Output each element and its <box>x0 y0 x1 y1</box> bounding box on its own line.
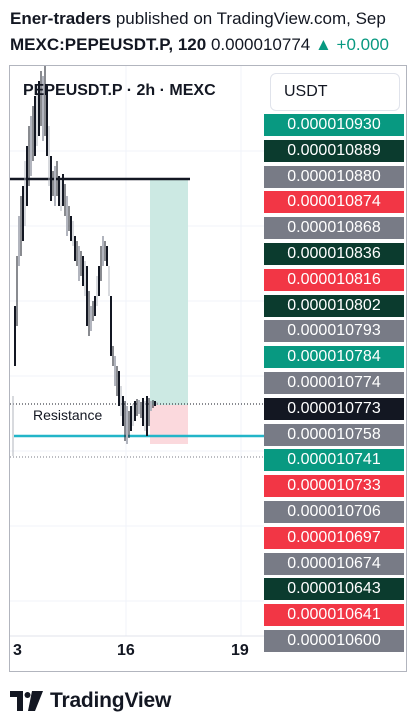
tradingview-logo-icon <box>10 691 43 711</box>
price-tag: 0.000010793 <box>264 320 404 343</box>
price-tag: 0.000010874 <box>264 191 404 214</box>
published-text: published on TradingView.com, Sep <box>115 9 386 28</box>
up-arrow-icon: ▲ <box>314 35 332 54</box>
time-label-1: 3 <box>13 642 22 659</box>
price-tag: 0.000010889 <box>264 139 404 162</box>
price-tag: 0.000010641 <box>264 604 404 627</box>
profit-zone[interactable] <box>150 180 188 405</box>
price-tag: 0.000010930 <box>264 114 404 136</box>
price-tag: 0.000010774 <box>264 372 404 394</box>
resistance-label: Resistance <box>33 407 103 423</box>
price-tag: 0.000010880 <box>264 165 404 188</box>
price-candles <box>12 66 158 456</box>
symbol-name: MEXC:PEPEUSDT.P, 120 <box>10 35 207 54</box>
price-tag: 0.000010741 <box>264 449 404 472</box>
time-label-3: 19 <box>231 642 249 659</box>
price-tag: 0.000010697 <box>264 526 404 549</box>
price-tag: 0.000010802 <box>264 294 404 317</box>
price-tag: 0.000010600 <box>264 630 404 652</box>
price-tag: 0.000010868 <box>264 217 404 240</box>
publication-header: Ener-traders published on TradingView.co… <box>10 6 418 58</box>
price-tag: 0.000010784 <box>264 346 404 369</box>
price-change: +0.000 <box>336 35 390 54</box>
tradingview-brand-text: TradingView <box>50 689 172 712</box>
price-tag: 0.000010773 <box>264 397 404 420</box>
chart-canvas[interactable] <box>10 66 407 672</box>
price-tag: 0.000010674 <box>264 552 404 575</box>
last-price: 0.000010774 <box>210 35 311 54</box>
price-tag: 0.000010643 <box>264 578 404 601</box>
currency-selector[interactable]: USDT <box>270 73 400 111</box>
symbol-line: MEXC:PEPEUSDT.P, 120 0.000010774 ▲ +0.00… <box>10 35 389 55</box>
price-tag: 0.000010758 <box>264 423 404 446</box>
price-tag: 0.000010836 <box>264 243 404 265</box>
author-name[interactable]: Ener-traders <box>10 9 112 28</box>
loss-zone[interactable] <box>150 405 188 444</box>
price-tag: 0.000010733 <box>264 475 404 498</box>
price-tag: 0.000010816 <box>264 268 404 291</box>
chart-legend-title[interactable]: PEPEUSDT.P · 2h · MEXC <box>23 82 216 99</box>
tradingview-branding[interactable]: TradingView <box>10 689 171 713</box>
publication-line: Ener-traders published on TradingView.co… <box>10 9 386 29</box>
chart-grid <box>10 66 264 636</box>
price-tag: 0.000010706 <box>264 501 404 523</box>
chart-panel[interactable]: PEPEUSDT.P · 2h · MEXC USDT Resistance 0… <box>9 65 407 672</box>
time-label-2: 16 <box>117 642 135 659</box>
